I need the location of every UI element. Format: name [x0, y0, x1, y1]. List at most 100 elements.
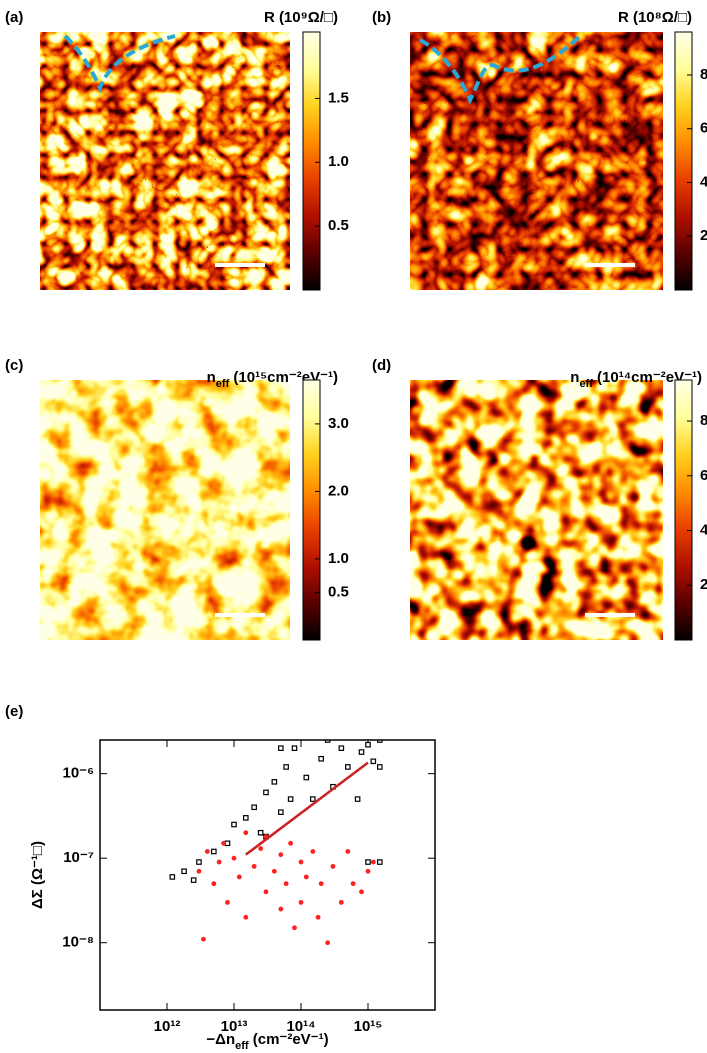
data-point	[271, 779, 278, 785]
data-point	[169, 874, 176, 880]
colorbar	[302, 31, 321, 291]
label-part: −Δn	[206, 1031, 235, 1048]
data-point	[315, 914, 321, 920]
data-point	[345, 764, 351, 770]
heatmap-image	[40, 32, 290, 290]
data-point	[257, 829, 264, 836]
colorbar-tick-label: 1.5	[328, 89, 349, 106]
x-tick-label: 10¹³	[221, 1018, 248, 1035]
panel-label: (b)	[372, 9, 391, 26]
data-point	[278, 852, 284, 858]
data-point	[309, 796, 316, 802]
panel-label: (d)	[372, 357, 391, 374]
label-part: R (10⁹Ω/□)	[264, 9, 338, 26]
label-part: (10¹⁵cm⁻²eV⁻¹)	[229, 369, 338, 386]
data-point	[251, 804, 257, 811]
data-point	[278, 809, 284, 815]
colorbar-tick-label: 6	[700, 467, 707, 484]
data-point	[370, 859, 376, 865]
heatmap-image	[410, 380, 663, 640]
boundary-line	[63, 34, 176, 94]
data-point	[365, 859, 371, 865]
data-point	[365, 868, 371, 874]
data-point	[201, 936, 206, 942]
data-point	[354, 796, 361, 802]
colorbar-title: R (10⁹Ω/□)	[264, 9, 338, 26]
colorbar-tick-label: 6	[700, 120, 707, 137]
data-point	[263, 889, 269, 895]
label-part: eff	[216, 378, 230, 390]
x-tick-label: 10¹⁴	[286, 1018, 315, 1035]
x-axis-title: −Δneff (cm⁻²eV⁻¹)	[206, 1031, 328, 1052]
data-point	[365, 741, 371, 748]
data-point	[283, 764, 289, 770]
label-part: eff	[235, 1040, 249, 1052]
data-point	[283, 881, 289, 887]
data-point	[303, 774, 310, 781]
data-point	[258, 846, 264, 851]
data-point	[291, 745, 298, 751]
data-point	[243, 830, 249, 836]
colorbar-tick-label: 8	[700, 66, 707, 83]
colorbar	[674, 31, 693, 291]
data-point	[251, 863, 257, 869]
points	[169, 731, 383, 946]
label-part: (cm⁻²eV⁻¹)	[249, 1031, 329, 1048]
data-point	[370, 758, 377, 765]
data-point	[278, 745, 284, 751]
label-part: n	[570, 369, 579, 386]
data-point	[271, 868, 277, 874]
data-point	[216, 859, 222, 865]
heatmap-image	[410, 32, 663, 290]
data-point	[324, 740, 331, 743]
data-point	[196, 868, 202, 874]
data-point	[376, 859, 383, 865]
colorbar-tick-label: 0.5	[328, 217, 349, 234]
data-point	[263, 789, 269, 796]
data-point	[196, 859, 202, 865]
data-point	[359, 889, 364, 895]
data-point	[376, 764, 383, 770]
colorbar-tick-label: 8	[700, 412, 707, 429]
data-point	[345, 849, 351, 854]
data-point	[298, 859, 304, 865]
colorbar-tick-label: 4	[700, 173, 707, 190]
colorbar-tick-label: 0.5	[328, 584, 349, 601]
data-point	[318, 881, 324, 887]
y-tick-label: 10⁻⁷	[63, 849, 94, 866]
data-point	[190, 877, 197, 883]
data-point	[292, 925, 297, 931]
label-part: n	[207, 369, 216, 386]
overlay	[63, 34, 635, 617]
data-point	[243, 914, 249, 920]
data-point	[351, 731, 355, 735]
colorbar-tick-label: 2	[700, 576, 707, 593]
data-point	[358, 749, 365, 755]
data-point	[204, 849, 210, 854]
label-part: R (10⁸Ω/□)	[618, 9, 692, 26]
label-part: eff	[579, 378, 593, 390]
panel-label: (c)	[5, 357, 23, 374]
boundary-line	[419, 34, 582, 105]
data-point	[318, 755, 324, 762]
colorbar-tick-label: 3.0	[328, 415, 349, 432]
data-point	[303, 874, 309, 880]
y-axis-title: ΔΣ (Ω⁻¹□)	[29, 841, 46, 909]
data-point	[236, 874, 242, 880]
data-point	[298, 899, 304, 905]
data-point	[311, 731, 315, 735]
data-point	[181, 868, 187, 875]
colorbar-tick-label: 4	[700, 521, 707, 538]
data-point	[231, 821, 237, 828]
y-tick-label: 10⁻⁶	[62, 765, 94, 782]
data-point	[310, 849, 316, 854]
data-point	[211, 848, 217, 855]
y-tick-label: 10⁻⁸	[62, 934, 94, 951]
data-point	[299, 734, 303, 738]
data-point	[376, 740, 383, 743]
data-point	[211, 881, 217, 887]
colorbar	[302, 379, 321, 641]
colorbar-tick-label: 1.0	[328, 550, 349, 567]
